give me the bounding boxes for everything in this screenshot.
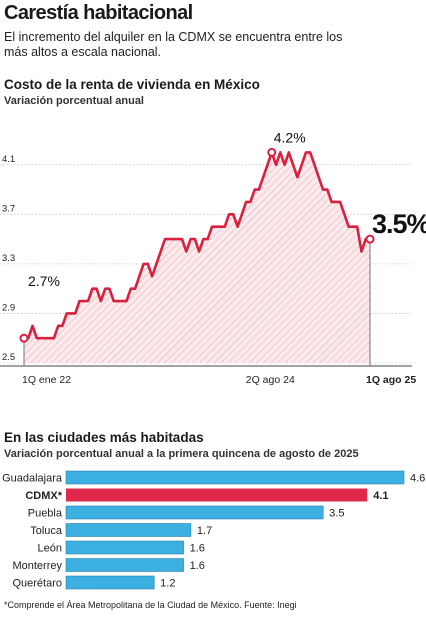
series-point bbox=[19, 333, 29, 343]
rent-line-chart: 2.5 2.9 3.3 3.7 4.1 2.7% 4.2% 3.5% 1Q ene 22 2Q … bbox=[0, 129, 426, 386]
end-value-label: 3.5% bbox=[372, 209, 426, 239]
bar-value-label: 3.5 bbox=[329, 508, 344, 520]
bar-category-label: CDMX* bbox=[25, 490, 62, 502]
y-tick-label: 2.9 bbox=[2, 302, 15, 313]
rent-series-line bbox=[24, 151, 370, 340]
bar bbox=[65, 575, 155, 590]
bar-category-label: Puebla bbox=[28, 508, 63, 520]
bar-value-label: 1.2 bbox=[160, 578, 175, 590]
bar bbox=[65, 470, 405, 485]
x-tick-label: 1Q ene 22 bbox=[22, 374, 71, 386]
y-tick-label: 3.3 bbox=[2, 253, 15, 264]
bar bbox=[65, 505, 324, 520]
bar bbox=[65, 540, 184, 555]
bar-chart-title: En las ciudades más habitadas bbox=[4, 430, 204, 445]
start-value-label: 2.7% bbox=[28, 273, 60, 289]
bar-value-label: 4.1 bbox=[373, 490, 388, 502]
bar-chart-subtitle: Variación porcentual anual a la primera … bbox=[4, 448, 359, 460]
bar bbox=[66, 488, 368, 502]
x-tick-label: 1Q ago 25 bbox=[366, 374, 416, 386]
area-fill bbox=[24, 152, 370, 363]
headline: Carestía habitacional bbox=[4, 2, 193, 24]
bar-category-label: León bbox=[38, 543, 62, 555]
bar-value-label: 4.6 bbox=[410, 473, 425, 485]
x-tick-label: 2Q ago 24 bbox=[246, 374, 295, 386]
bar bbox=[65, 558, 184, 572]
line-chart-title: Costo de la renta de vivienda en México bbox=[4, 77, 260, 92]
y-tick-label: 2.5 bbox=[2, 352, 15, 363]
intro-text: El incremento del alquiler en la CDMX se… bbox=[4, 30, 343, 59]
bar bbox=[65, 523, 192, 537]
line-chart-subtitle: Variación porcentual anual bbox=[4, 95, 144, 107]
bar-value-label: 1.7 bbox=[197, 525, 212, 537]
bar-category-label: Monterrey bbox=[12, 560, 62, 572]
series-point bbox=[267, 147, 277, 157]
y-tick-label: 3.7 bbox=[2, 203, 15, 214]
bar-value-label: 1.6 bbox=[190, 543, 205, 555]
series-point bbox=[365, 234, 375, 244]
footnote: *Comprende el Área Metropolitana de la C… bbox=[4, 600, 297, 610]
bar-value-label: 1.6 bbox=[190, 560, 205, 572]
bar-category-label: Toluca bbox=[30, 525, 63, 537]
bar-category-label: Guadalajara bbox=[2, 473, 63, 485]
peak-value-label: 4.2% bbox=[274, 129, 306, 145]
y-tick-label: 4.1 bbox=[2, 154, 15, 165]
bar-category-label: Querétaro bbox=[12, 578, 62, 590]
cities-bar-chart: Guadalajara 4.6 CDMX* 4.1 Puebla 3.5 Toluca 1.7… bbox=[2, 470, 425, 590]
